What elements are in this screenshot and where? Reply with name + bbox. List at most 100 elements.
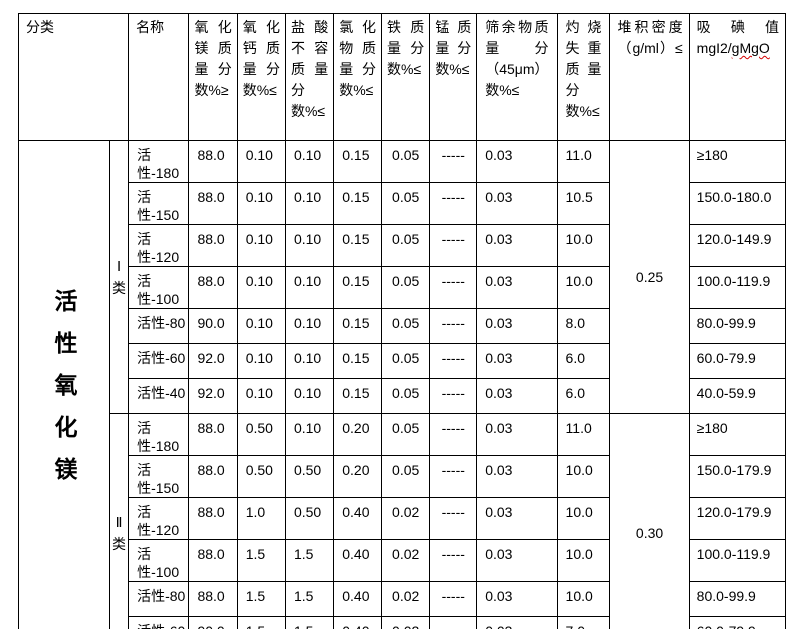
- value-cell: -----: [430, 183, 477, 225]
- value-cell: -----: [430, 414, 477, 456]
- value-cell: 0.03: [477, 414, 557, 456]
- product-name-cell: 活性-40: [129, 379, 189, 414]
- group-suffix: 类: [112, 536, 126, 552]
- manganese-header: 锰质量分数%≤: [430, 14, 477, 141]
- value-cell: 0.15: [334, 344, 382, 379]
- value-cell: 0.50: [237, 414, 285, 456]
- value-cell: 88.0: [189, 267, 237, 309]
- mgo-header: 氧化镁质量分数%≥: [189, 14, 237, 141]
- value-cell: 88.0: [189, 414, 237, 456]
- iodine-value-cell: 150.0-179.9: [689, 456, 785, 498]
- value-cell: 0.15: [334, 141, 382, 183]
- product-name-cell: 活性-120: [129, 498, 189, 540]
- value-cell: 1.5: [285, 617, 333, 629]
- value-cell: 0.03: [477, 225, 557, 267]
- cao-header: 氧化钙质量分数%≤: [237, 14, 285, 141]
- value-cell: 0.10: [237, 309, 285, 344]
- value-cell: 0.05: [382, 379, 430, 414]
- value-cell: 0.10: [285, 183, 333, 225]
- value-cell: 0.02: [382, 498, 430, 540]
- value-cell: 10.0: [557, 540, 610, 582]
- iodine-value-cell: 150.0-180.0: [689, 183, 785, 225]
- iodine-value-cell: 40.0-59.9: [689, 379, 785, 414]
- group-numeral: Ⅰ: [117, 258, 121, 274]
- value-cell: 0.10: [237, 183, 285, 225]
- bulk-density-value-cell: 0.30: [610, 414, 689, 629]
- value-cell: 0.10: [237, 267, 285, 309]
- value-cell: -----: [430, 141, 477, 183]
- value-cell: 0.02: [382, 582, 430, 617]
- product-name-cell: 活性-180: [129, 141, 189, 183]
- value-cell: 0.10: [285, 309, 333, 344]
- bulk-density-value-cell: 0.25: [610, 141, 689, 414]
- value-cell: 0.10: [237, 379, 285, 414]
- value-cell: 0.10: [285, 344, 333, 379]
- value-cell: 0.05: [382, 183, 430, 225]
- value-cell: 1.5: [285, 582, 333, 617]
- value-cell: 0.03: [477, 617, 557, 629]
- value-cell: 0.20: [334, 414, 382, 456]
- value-cell: 88.0: [189, 225, 237, 267]
- value-cell: 0.40: [334, 498, 382, 540]
- value-cell: -----: [430, 309, 477, 344]
- value-cell: 10.0: [557, 582, 610, 617]
- product-name-cell: 活性-120: [129, 225, 189, 267]
- name-header: 名称: [129, 14, 189, 141]
- group-numeral: Ⅱ: [116, 514, 123, 530]
- value-cell: 0.10: [237, 141, 285, 183]
- value-cell: 0.15: [334, 267, 382, 309]
- value-cell: 0.10: [285, 414, 333, 456]
- value-cell: 0.50: [285, 498, 333, 540]
- value-cell: 0.40: [334, 617, 382, 629]
- value-cell: 0.03: [477, 309, 557, 344]
- value-cell: 0.03: [477, 267, 557, 309]
- iodine-value-cell: 100.0-119.9: [689, 540, 785, 582]
- value-cell: 0.50: [237, 456, 285, 498]
- bulk-density-header: 堆积密度（g/ml）≤: [610, 14, 689, 141]
- value-cell: -----: [430, 344, 477, 379]
- value-cell: -----: [430, 540, 477, 582]
- value-cell: 0.03: [477, 379, 557, 414]
- value-cell: 0.05: [382, 456, 430, 498]
- product-name-cell: 活性-100: [129, 267, 189, 309]
- value-cell: 92.0: [189, 344, 237, 379]
- value-cell: 0.05: [382, 267, 430, 309]
- value-cell: -----: [430, 267, 477, 309]
- value-cell: 0.15: [334, 183, 382, 225]
- iodine-value-cell: 60.0-79.9: [689, 617, 785, 629]
- value-cell: 1.5: [285, 540, 333, 582]
- value-cell: 88.0: [189, 456, 237, 498]
- value-cell: 1.5: [237, 617, 285, 629]
- value-cell: 0.20: [334, 456, 382, 498]
- product-name-cell: 活性-80: [129, 582, 189, 617]
- iodine-value-cell: 80.0-99.9: [689, 582, 785, 617]
- iodine-value-cell: 100.0-119.9: [689, 267, 785, 309]
- value-cell: 10.0: [557, 456, 610, 498]
- value-cell: 0.02: [382, 540, 430, 582]
- category-vertical-label: 活性氧化镁: [55, 289, 73, 499]
- value-cell: 0.15: [334, 309, 382, 344]
- iodine-unit: mgI2/: [697, 40, 732, 56]
- value-cell: 0.40: [334, 582, 382, 617]
- value-cell: 0.03: [477, 498, 557, 540]
- iodine-value-cell: 120.0-149.9: [689, 225, 785, 267]
- value-cell: 0.03: [477, 582, 557, 617]
- value-cell: 0.05: [382, 309, 430, 344]
- value-cell: 1.0: [237, 498, 285, 540]
- iodine-value-cell: 80.0-99.9: [689, 309, 785, 344]
- value-cell: 0.05: [382, 225, 430, 267]
- bulk-density-title: 堆积密度: [617, 19, 682, 35]
- product-name-cell: 活性-150: [129, 183, 189, 225]
- value-cell: 90.0: [189, 617, 237, 629]
- value-cell: 0.03: [477, 456, 557, 498]
- value-cell: 92.0: [189, 379, 237, 414]
- loss-on-ignition-header: 灼烧失重质量分数%≤: [557, 14, 610, 141]
- value-cell: 0.03: [477, 540, 557, 582]
- value-cell: 88.0: [189, 498, 237, 540]
- iron-header: 铁质量分数%≤: [382, 14, 430, 141]
- sieve-residue-header: 筛余物质量分（45μm）数%≤: [477, 14, 557, 141]
- iodine-value-cell: ≥180: [689, 141, 785, 183]
